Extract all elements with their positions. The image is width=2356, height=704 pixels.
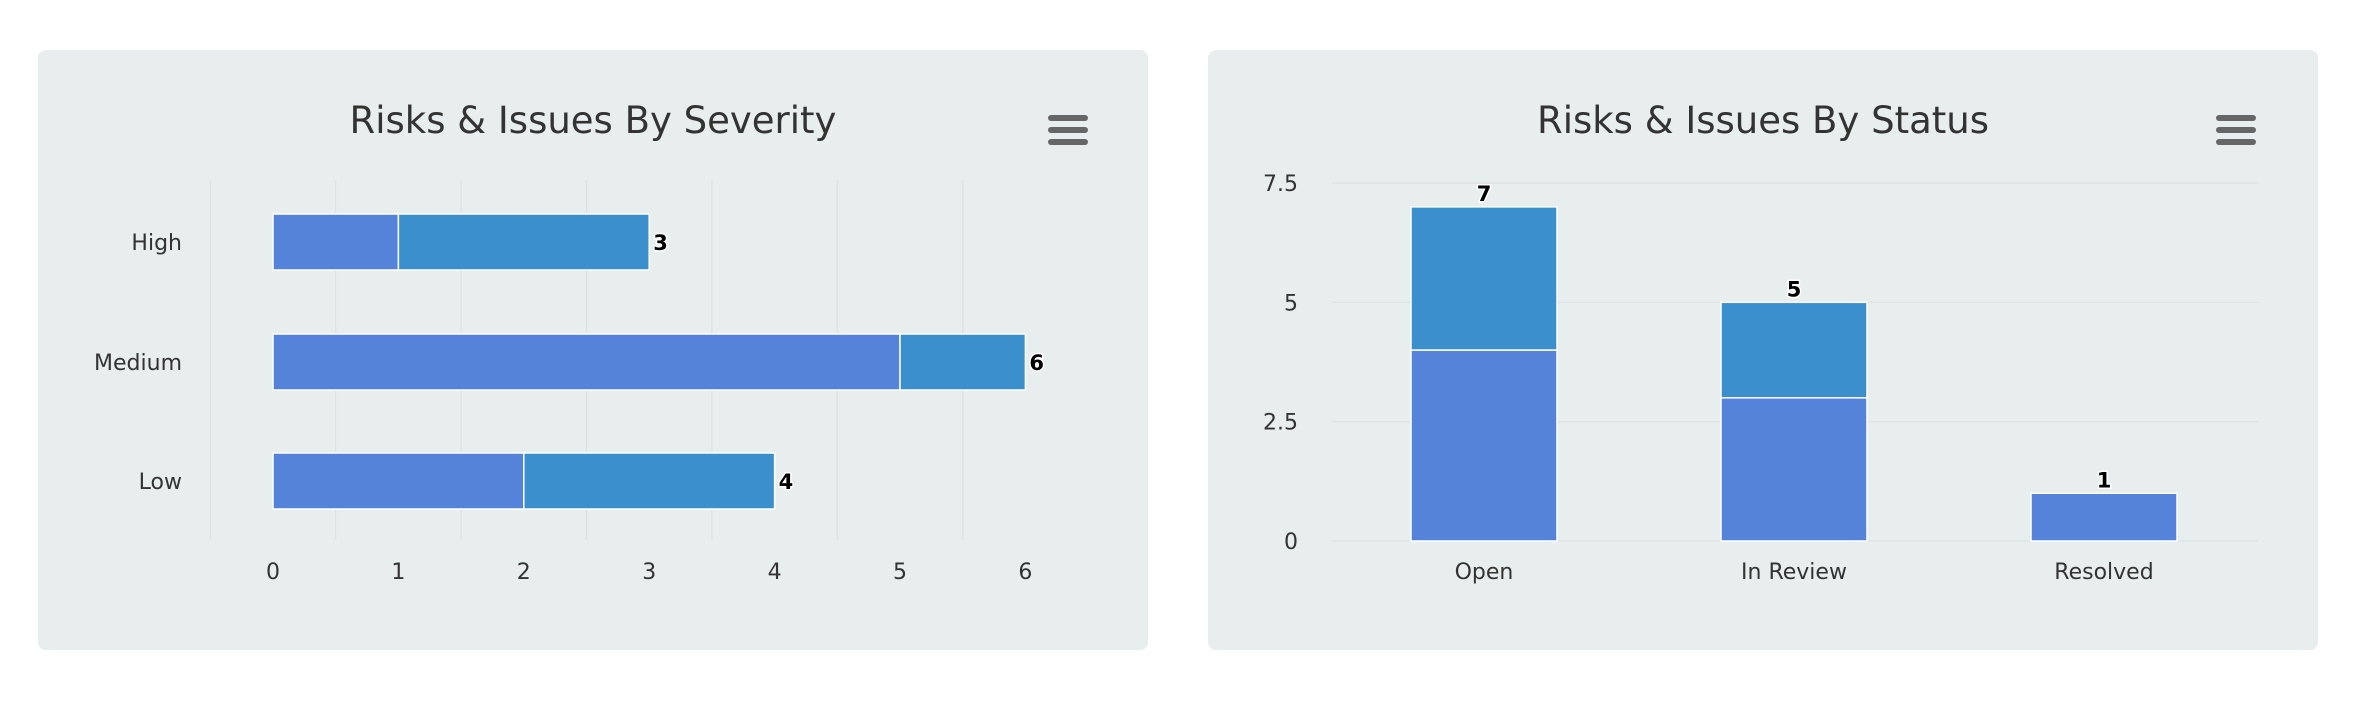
column-segment xyxy=(2030,492,2178,542)
status-chart-menu-icon[interactable] xyxy=(2216,115,2256,149)
y-tick-label: 7.5 xyxy=(1263,172,1298,197)
y-category-label: High xyxy=(131,231,182,256)
column-segment xyxy=(1720,301,1868,399)
column-segment xyxy=(1720,397,1868,542)
y-tick-label: 0 xyxy=(1284,530,1298,555)
column-segment xyxy=(1410,206,1558,351)
y-tick-label: 5 xyxy=(1284,291,1298,316)
bar-total-label: 4 xyxy=(779,470,794,494)
severity-chart-title: Risks & Issues By Severity xyxy=(349,99,837,142)
status-chart-title: Risks & Issues By Status xyxy=(1536,99,1989,142)
x-tick-label: 3 xyxy=(642,560,656,585)
y-category-label: Medium xyxy=(94,351,182,376)
x-tick-label: 0 xyxy=(266,560,280,585)
bar-segment xyxy=(899,333,1027,391)
column-segment xyxy=(1410,349,1558,542)
x-tick-label: 1 xyxy=(391,560,405,585)
bar-total-label: 6 xyxy=(1029,351,1044,375)
column-total-label: 5 xyxy=(1787,277,1802,301)
bar-segment xyxy=(397,213,650,271)
bar-segment xyxy=(272,333,901,391)
x-category-label: Resolved xyxy=(2054,560,2153,585)
column-total-label: 7 xyxy=(1477,182,1492,206)
x-category-label: In Review xyxy=(1741,560,1847,585)
bar-segment xyxy=(272,213,400,271)
x-tick-label: 2 xyxy=(517,560,531,585)
severity-chart-menu-icon[interactable] xyxy=(1048,115,1088,149)
x-category-label: Open xyxy=(1455,560,1514,585)
column-total-label: 1 xyxy=(2097,468,2112,492)
y-tick-label: 2.5 xyxy=(1263,411,1298,436)
bar-total-label: 3 xyxy=(653,231,668,255)
x-tick-label: 6 xyxy=(1018,560,1032,585)
bar-segment xyxy=(272,452,525,510)
x-tick-label: 5 xyxy=(893,560,907,585)
y-category-label: Low xyxy=(139,470,182,495)
bar-segment xyxy=(523,452,776,510)
x-tick-label: 4 xyxy=(768,560,782,585)
